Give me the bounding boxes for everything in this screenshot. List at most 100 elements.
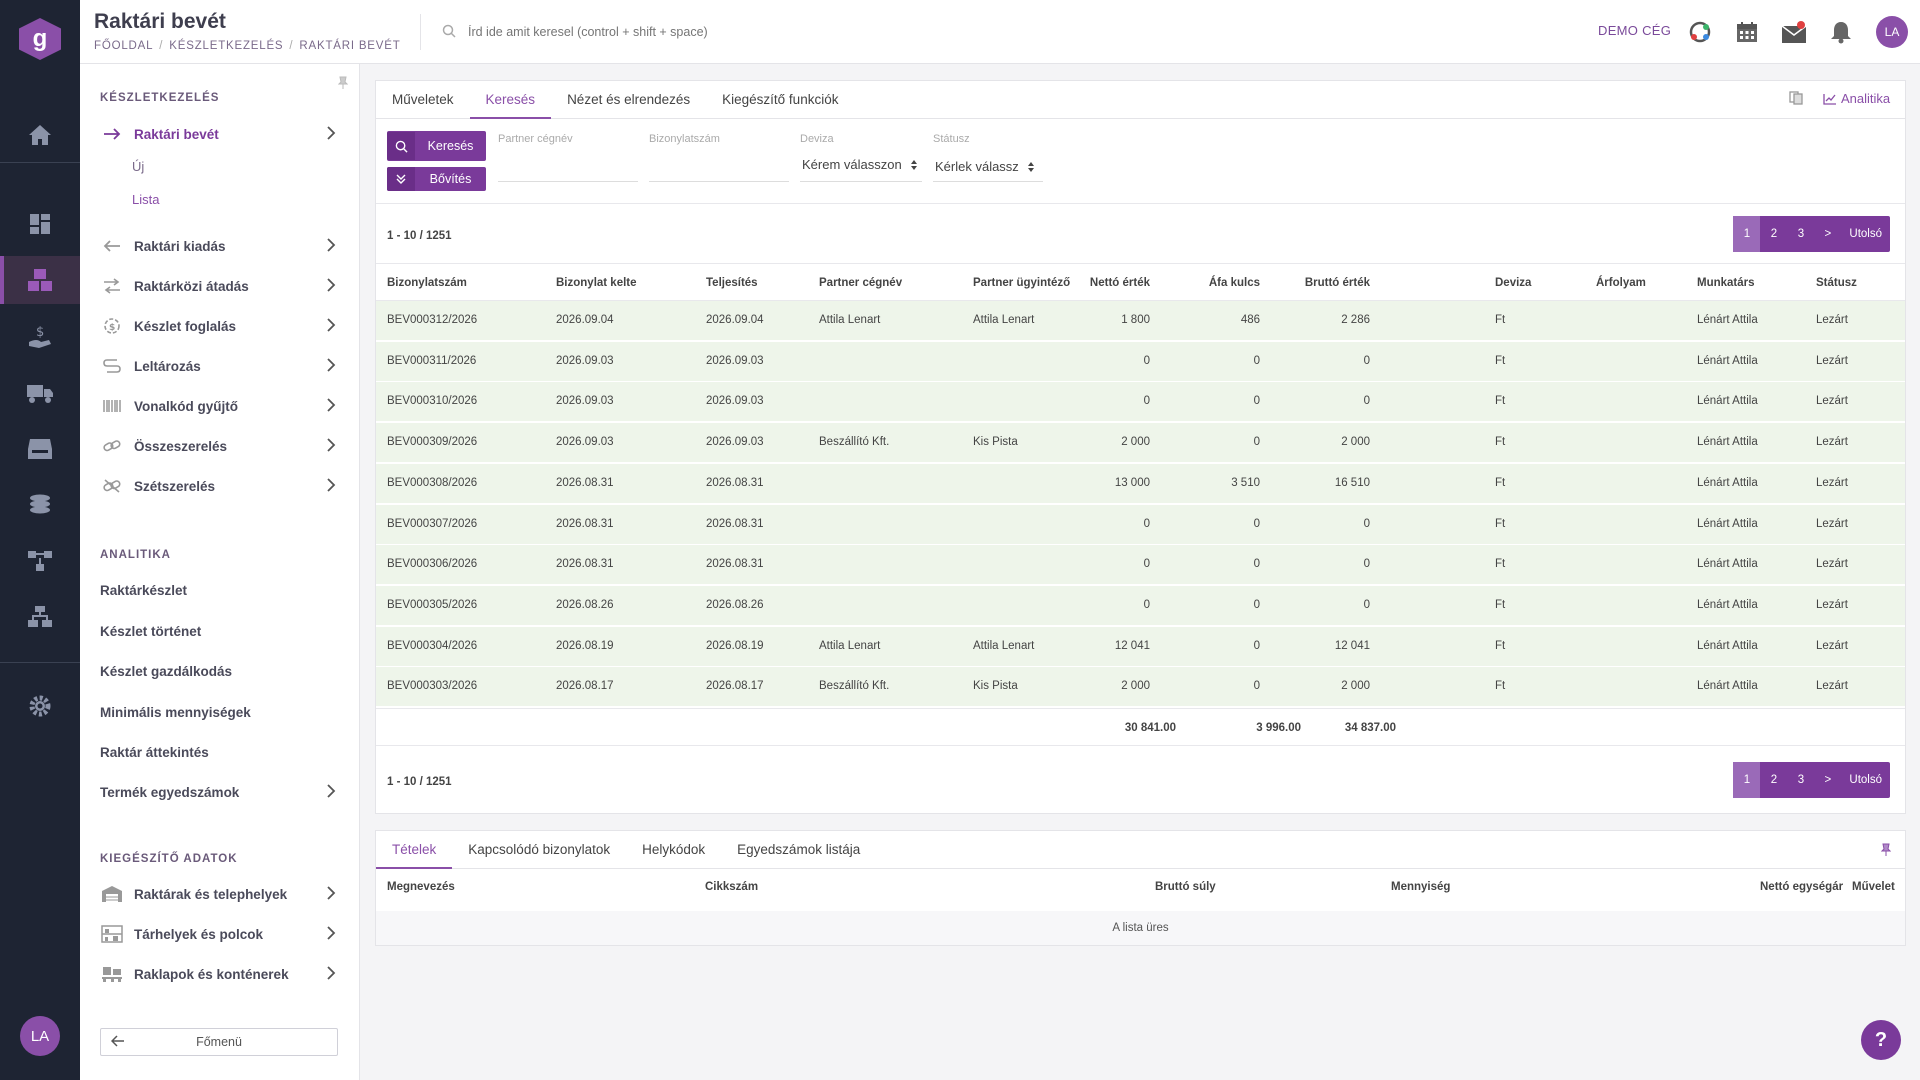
expand-button[interactable]: Bővítés [387,167,486,191]
sidebar-item-serial-numbers[interactable]: Termék egyedszámok [100,778,340,806]
page-1-button[interactable]: 1 [1733,216,1761,252]
support-chat-icon[interactable] [1686,18,1714,46]
dashboard-icon[interactable] [0,200,80,248]
column-header-employee[interactable]: Munkatárs [1697,277,1755,289]
partner-filter-input[interactable] [498,181,638,182]
calendar-icon[interactable] [1733,18,1761,46]
settings-gear-icon[interactable] [0,682,80,730]
sidebar-item-stock-in[interactable]: Raktári bevét [100,120,340,148]
detail-col-name[interactable]: Megnevezés [387,881,455,893]
app-logo[interactable]: g [19,18,61,60]
pin-icon[interactable] [338,76,348,90]
last-page-button[interactable]: Utolsó [1849,774,1882,786]
tab-serial-list[interactable]: Egyedszámok listája [737,841,861,857]
tab-extra-functions[interactable]: Kiegészítő funkciók [722,91,839,107]
detail-col-sku[interactable]: Cikkszám [705,881,759,893]
notification-bell-icon[interactable] [1827,18,1855,46]
page-2-button[interactable]: 2 [1770,774,1778,786]
breadcrumb-home[interactable]: FŐOLDAL [94,40,154,52]
table-row[interactable]: BEV000307/2026 2026.08.31 2026.08.31 0 0 0 Ft L… [376,504,1905,545]
breadcrumb-inventory[interactable]: KÉSZLETKEZELÉS [169,40,284,52]
sidebar-item-barcode[interactable]: Vonalkód gyűjtő [100,392,340,420]
column-header-partner-contact[interactable]: Partner ügyintéző [973,277,1071,289]
table-row[interactable]: BEV000309/2026 2026.09.03 2026.09.03 Beszál… [376,423,1905,464]
column-header-vat[interactable]: Áfa kulcs [1208,277,1260,289]
main-menu-button[interactable]: Főmenü [100,1028,338,1056]
currency-select[interactable]: Kérem válasszon [802,157,918,172]
truck-icon[interactable] [0,369,80,417]
sidebar-item-min-quantities[interactable]: Minimális mennyiségek [100,704,251,720]
tab-search[interactable]: Keresés [469,81,552,119]
sidebar-item-stock-management[interactable]: Készlet gazdálkodás [100,663,233,679]
finance-icon[interactable]: $ [0,313,80,361]
sidebar-item-transfer[interactable]: Raktárközi átadás [100,272,340,300]
column-header-doc-date[interactable]: Bizonylat kelte [556,277,637,289]
table-row[interactable]: BEV000303/2026 2026.08.17 2026.08.17 Beszál… [376,667,1905,708]
table-row[interactable]: BEV000308/2026 2026.08.31 2026.08.31 13 000… [376,463,1905,504]
detail-col-quantity[interactable]: Mennyiség [1391,881,1451,893]
table-row[interactable]: BEV000310/2026 2026.09.03 2026.09.03 0 0 0 Ft L… [376,382,1905,423]
sidebar-item-warehouse-overview[interactable]: Raktár áttekintés [100,744,209,760]
home-icon[interactable] [0,111,80,159]
sidebar-subitem-new[interactable]: Új [132,159,145,174]
company-selector[interactable]: DEMO CÉG [1598,23,1672,38]
next-page-button[interactable]: > [1824,228,1832,240]
status-select[interactable]: Kérlek válassz [935,159,1035,174]
pin-icon[interactable] [1881,843,1891,857]
doc-filter-input[interactable] [649,181,789,182]
inventory-module-icon[interactable] [0,256,80,304]
coins-icon[interactable] [0,481,80,529]
hierarchy-icon[interactable] [0,593,80,641]
sidebar-item-reservation[interactable]: $ Készlet foglalás [100,312,340,340]
page-3-button[interactable]: 3 [1797,774,1805,786]
analytics-button[interactable]: Analitika [1823,91,1890,106]
global-search-input[interactable] [468,20,868,44]
column-header-gross-value[interactable]: Bruttó érték [1304,277,1370,289]
column-header-exchange-rate[interactable]: Árfolyam [1596,277,1646,289]
last-page-button[interactable]: Utolsó [1849,228,1882,240]
tab-view-layout[interactable]: Nézet és elrendezés [567,91,691,107]
sidebar-item-warehouses[interactable]: Raktárak és telephelyek [100,880,340,908]
user-avatar[interactable]: LA [20,1016,60,1056]
sidebar-subitem-list[interactable]: Lista [132,192,160,207]
detail-col-action[interactable]: Művelet [1852,881,1895,893]
help-button[interactable]: ? [1861,1020,1901,1060]
page-3-button[interactable]: 3 [1797,228,1805,240]
tab-items[interactable]: Tételek [376,831,453,869]
sidebar-item-stock-history[interactable]: Készlet történet [100,623,202,639]
column-header-partner-name[interactable]: Partner cégnév [819,277,903,289]
sidebar-item-pallets[interactable]: Raklapok és konténerek [100,960,340,988]
column-header-net-value[interactable]: Nettó érték [1089,277,1150,289]
column-header-fulfillment[interactable]: Teljesítés [706,277,758,289]
cell-currency: Ft [1495,639,1506,652]
page-2-button[interactable]: 2 [1770,228,1778,240]
workflow-icon[interactable] [0,537,80,585]
sidebar-item-stock-out[interactable]: Raktári kiadás [100,232,340,260]
header-user-avatar[interactable]: LA [1876,16,1908,48]
sidebar-item-disassembly[interactable]: Szétszerelés [100,472,340,500]
column-header-currency[interactable]: Deviza [1495,277,1532,289]
column-header-doc-number[interactable]: Bizonylatszám [387,277,467,289]
tab-related-docs[interactable]: Kapcsolódó bizonylatok [468,841,611,857]
table-row[interactable]: BEV000311/2026 2026.09.03 2026.09.03 0 0 0 Ft L… [376,341,1905,382]
detail-col-weight[interactable]: Bruttó súly [1155,881,1216,893]
next-page-button[interactable]: > [1824,774,1832,786]
sidebar-item-assembly[interactable]: Összeszerelés [100,432,340,460]
tab-operations[interactable]: Műveletek [392,91,454,107]
table-row[interactable]: BEV000304/2026 2026.08.19 2026.08.19 Attila… [376,626,1905,667]
sidebar-item-stock-level[interactable]: Raktárkészlet [100,582,188,598]
table-row[interactable]: BEV000306/2026 2026.08.31 2026.08.31 0 0 0 Ft L… [376,545,1905,586]
sidebar-item-shelves[interactable]: Tárhelyek és polcok [100,920,340,948]
table-row[interactable]: BEV000305/2026 2026.08.26 2026.08.26 0 0 0 Ft L… [376,585,1905,626]
tab-location-codes[interactable]: Helykódok [642,841,706,857]
mail-icon[interactable] [1780,18,1808,46]
table-row[interactable]: BEV000312/2026 2026.09.04 2026.09.04 Attila… [376,301,1905,341]
search-button[interactable]: Keresés [387,131,486,161]
page-1-button[interactable]: 1 [1733,762,1761,798]
column-header-status[interactable]: Státusz [1816,277,1857,289]
inbox-icon[interactable] [0,425,80,473]
sidebar-item-stocktaking[interactable]: Leltározás [100,352,340,380]
copy-icon[interactable] [1789,91,1803,105]
detail-col-unit-price[interactable]: Nettó egységár [1760,881,1844,893]
sidebar-item-label: Raktári bevét [134,126,219,142]
